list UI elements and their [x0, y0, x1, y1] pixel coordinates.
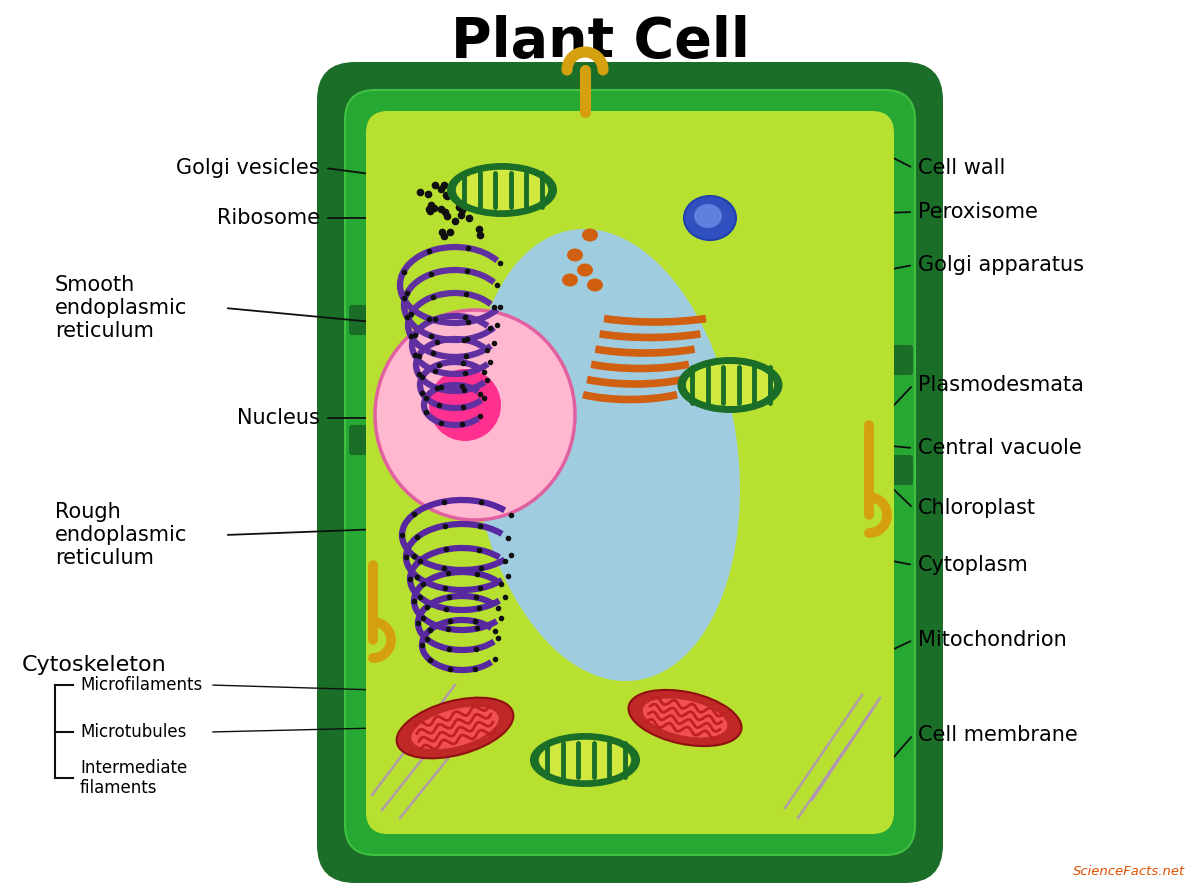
Ellipse shape: [397, 698, 514, 758]
Text: Cytoplasm: Cytoplasm: [918, 555, 1028, 575]
Text: Plasmodesmata: Plasmodesmata: [918, 375, 1084, 395]
Ellipse shape: [395, 335, 535, 475]
Ellipse shape: [694, 204, 722, 228]
Ellipse shape: [587, 279, 604, 292]
Ellipse shape: [577, 263, 593, 277]
Ellipse shape: [446, 163, 557, 217]
Text: Nucleus: Nucleus: [238, 408, 320, 428]
FancyBboxPatch shape: [349, 425, 377, 455]
Text: Golgi apparatus: Golgi apparatus: [918, 255, 1084, 275]
FancyBboxPatch shape: [317, 62, 943, 883]
Text: Mitochondrion: Mitochondrion: [918, 630, 1067, 650]
Ellipse shape: [530, 733, 640, 787]
Ellipse shape: [470, 229, 740, 681]
Text: Central vacuole: Central vacuole: [918, 438, 1081, 458]
Ellipse shape: [568, 248, 583, 262]
Ellipse shape: [678, 357, 782, 413]
Ellipse shape: [684, 196, 736, 240]
Text: Microfilaments: Microfilaments: [80, 676, 203, 694]
Ellipse shape: [412, 707, 499, 749]
Ellipse shape: [539, 740, 631, 781]
FancyBboxPatch shape: [366, 111, 894, 834]
Text: Ribosome: Ribosome: [217, 208, 320, 228]
Text: Cell wall: Cell wall: [918, 158, 1006, 178]
FancyBboxPatch shape: [346, 90, 916, 855]
Text: Intermediate
filaments: Intermediate filaments: [80, 758, 187, 797]
Text: Chloroplast: Chloroplast: [918, 498, 1036, 518]
Ellipse shape: [686, 364, 774, 406]
Text: Peroxisome: Peroxisome: [918, 202, 1038, 222]
Text: Cell membrane: Cell membrane: [918, 725, 1078, 745]
Text: Plant Cell: Plant Cell: [450, 15, 750, 69]
Text: Golgi vesicles: Golgi vesicles: [176, 158, 320, 178]
Ellipse shape: [582, 229, 598, 241]
Ellipse shape: [562, 273, 578, 287]
Ellipse shape: [432, 373, 498, 438]
Text: ScienceFacts.net: ScienceFacts.net: [1073, 865, 1186, 878]
Ellipse shape: [430, 369, 502, 441]
FancyBboxPatch shape: [349, 305, 377, 335]
Ellipse shape: [376, 310, 575, 520]
Ellipse shape: [456, 170, 548, 210]
Text: Microtubules: Microtubules: [80, 723, 186, 741]
Text: Cytoskeleton: Cytoskeleton: [22, 655, 167, 675]
FancyBboxPatch shape: [886, 455, 913, 485]
Ellipse shape: [415, 355, 515, 455]
Ellipse shape: [643, 699, 727, 738]
Text: Smooth
endoplasmic
reticulum: Smooth endoplasmic reticulum: [55, 275, 187, 341]
FancyBboxPatch shape: [886, 345, 913, 375]
Text: Rough
endoplasmic
reticulum: Rough endoplasmic reticulum: [55, 502, 187, 568]
Ellipse shape: [629, 690, 742, 746]
